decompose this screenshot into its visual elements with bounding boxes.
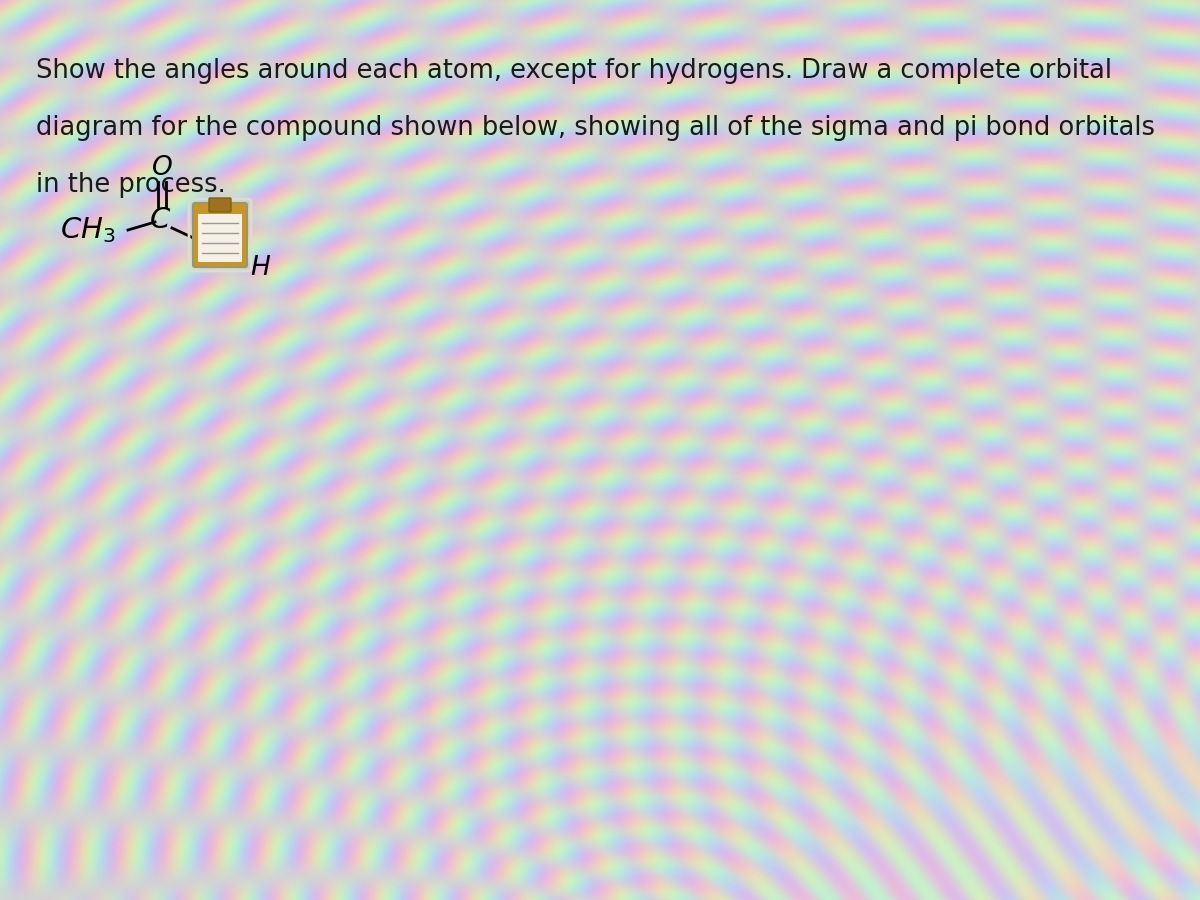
- Text: Show the angles around each atom, except for hydrogens. Draw a complete orbital: Show the angles around each atom, except…: [36, 58, 1112, 84]
- FancyBboxPatch shape: [209, 198, 230, 212]
- Text: diagram for the compound shown below, showing all of the sigma and pi bond orbit: diagram for the compound shown below, sh…: [36, 115, 1154, 141]
- Text: $\mathit{O}$: $\mathit{O}$: [151, 155, 173, 181]
- FancyBboxPatch shape: [193, 203, 247, 267]
- Text: $\mathit{CH_3}$: $\mathit{CH_3}$: [60, 215, 115, 245]
- Text: $\mathit{C}$: $\mathit{C}$: [149, 206, 172, 234]
- Text: in the process.: in the process.: [36, 172, 226, 198]
- Text: $\mathit{H}$: $\mathit{H}$: [250, 255, 271, 281]
- FancyBboxPatch shape: [198, 214, 242, 262]
